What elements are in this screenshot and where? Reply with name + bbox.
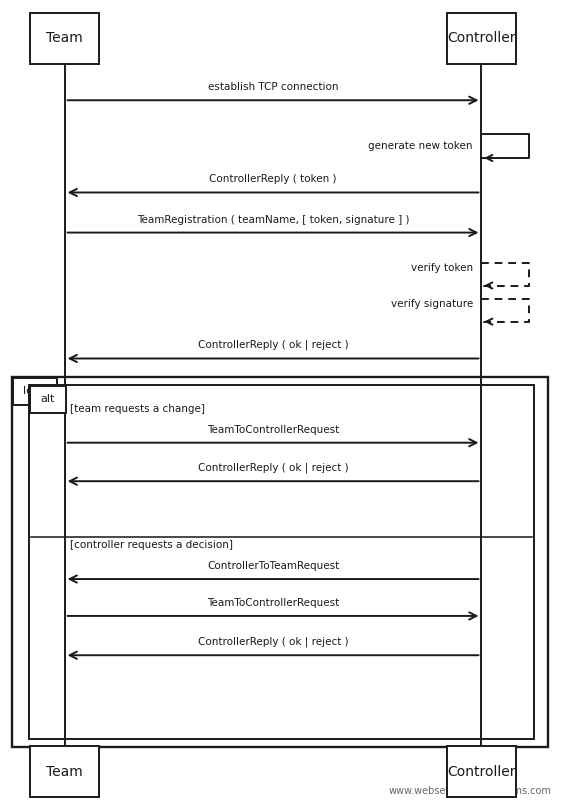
Text: establish TCP connection: establish TCP connection <box>208 83 338 92</box>
Text: ControllerToTeamRequest: ControllerToTeamRequest <box>207 561 339 571</box>
Text: loop: loop <box>24 387 47 396</box>
FancyBboxPatch shape <box>447 13 516 64</box>
Text: [controller requests a decision]: [controller requests a decision] <box>70 541 234 550</box>
FancyBboxPatch shape <box>30 386 66 413</box>
Text: generate new token: generate new token <box>368 141 473 151</box>
Text: ControllerReply ( token ): ControllerReply ( token ) <box>209 175 337 184</box>
Text: ControllerReply ( ok | reject ): ControllerReply ( ok | reject ) <box>198 637 348 647</box>
Text: [team requests a change]: [team requests a change] <box>70 404 205 414</box>
Text: ControllerReply ( ok | reject ): ControllerReply ( ok | reject ) <box>198 340 348 350</box>
Text: TeamRegistration ( teamName, [ token, signature ] ): TeamRegistration ( teamName, [ token, si… <box>137 215 409 225</box>
Text: ControllerReply ( ok | reject ): ControllerReply ( ok | reject ) <box>198 463 348 473</box>
FancyBboxPatch shape <box>30 13 99 64</box>
Text: www.websequencediagrams.com: www.websequencediagrams.com <box>389 786 552 796</box>
Text: TeamToControllerRequest: TeamToControllerRequest <box>207 598 339 608</box>
FancyBboxPatch shape <box>447 746 516 797</box>
Text: Controller: Controller <box>447 31 516 46</box>
FancyBboxPatch shape <box>30 746 99 797</box>
Text: Team: Team <box>46 764 83 779</box>
Text: alt: alt <box>41 395 55 404</box>
Text: Team: Team <box>46 31 83 46</box>
Text: TeamToControllerRequest: TeamToControllerRequest <box>207 425 339 435</box>
FancyBboxPatch shape <box>13 378 57 405</box>
Text: verify token: verify token <box>411 262 473 273</box>
Text: Controller: Controller <box>447 764 516 779</box>
Text: verify signature: verify signature <box>391 298 473 309</box>
